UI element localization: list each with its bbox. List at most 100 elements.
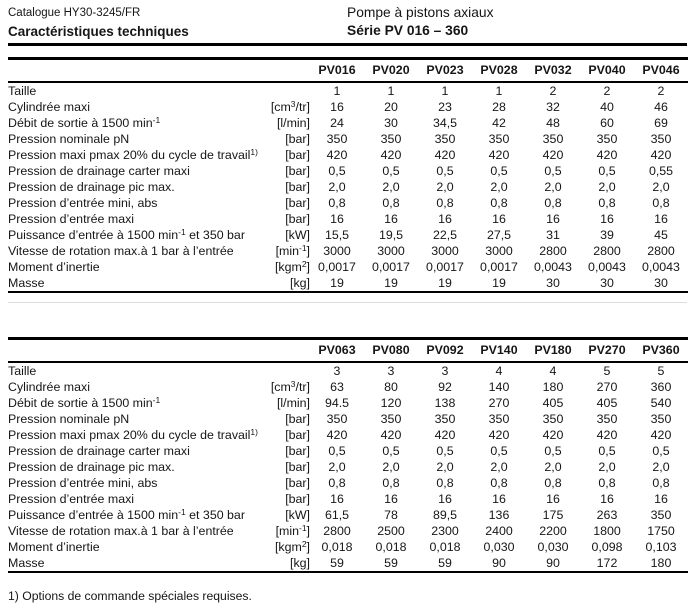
value-cell: 0,8: [328, 475, 346, 490]
row-unit-text: [cm: [270, 99, 291, 114]
row-unit-text: [bar]: [285, 211, 310, 226]
value-cell: 16: [546, 211, 560, 226]
value-cell: 61,5: [324, 507, 350, 522]
row-label: Pression de drainage carter maxi: [8, 443, 238, 459]
value-cell: 16: [492, 211, 506, 226]
table-row: Pression d’entrée maxi [bar] 16 16 16 16…: [8, 491, 688, 507]
value-cell: 1800: [593, 523, 621, 538]
value-cell: 350: [542, 131, 564, 146]
value-cell: 405: [542, 395, 564, 410]
row-unit: [cm3/tr]: [238, 99, 310, 115]
value-cell: 420: [596, 427, 618, 442]
row-label-text: Pression maxi pmax 20% du cycle de trava…: [8, 147, 251, 162]
row-unit-text: [kg]: [290, 555, 310, 570]
row-unit: [bar]: [238, 179, 310, 195]
header-left: Catalogue HY30-3245/FR Caractéristiques …: [8, 6, 189, 40]
value-cell: 27,5: [486, 227, 512, 242]
value-cell: 19,5: [378, 227, 404, 242]
value-cell: 0,0043: [642, 259, 680, 274]
value-cell: 15,5: [324, 227, 350, 242]
row-unit-text: [bar]: [285, 195, 310, 210]
value-cell: 1: [333, 83, 341, 98]
row-unit-text: [min: [275, 243, 299, 258]
table-row: Pression d’entrée maxi [bar] 16 16 16 16…: [8, 211, 688, 227]
column-header: PV140: [472, 338, 526, 363]
value-cell: 48: [546, 115, 560, 130]
value-cell: 0,8: [490, 195, 508, 210]
value-cell: 59: [438, 555, 452, 570]
value-cell: 2: [549, 83, 557, 98]
value-cell: 0,8: [652, 195, 670, 210]
column-header: PV040: [580, 58, 634, 83]
table-header-row: PV063 PV080 PV092 PV140 PV180 PV270 PV360: [8, 338, 688, 363]
row-label-text: Pression d’entrée mini, abs: [8, 195, 158, 210]
table-row: Taille 1 1 1 1 2 2 2: [8, 82, 688, 99]
table-row: Pression nominale pN [bar] 350 350 350 3…: [8, 411, 688, 427]
row-unit-text: [bar]: [285, 147, 310, 162]
row-label: Vitesse de rotation max.à 1 bar à l’entr…: [8, 523, 238, 539]
row-unit-text-tail: ]: [306, 259, 310, 274]
value-cell: 0,5: [544, 443, 562, 458]
value-cell: 16: [600, 491, 614, 506]
row-label-text: Pression nominale pN: [8, 131, 130, 146]
row-unit-text: [bar]: [285, 411, 310, 426]
value-cell: 0,8: [436, 475, 454, 490]
column-header: PV270: [580, 338, 634, 363]
row-label-text: Vitesse de rotation max.à 1 bar à l’entr…: [8, 243, 234, 258]
row-label: Masse: [8, 555, 238, 572]
value-cell: 60: [600, 115, 614, 130]
value-cell: 0,5: [328, 163, 346, 178]
header-right: Pompe à pistons axiaux Série PV 016 – 36…: [347, 4, 493, 39]
value-cell: 22,5: [432, 227, 458, 242]
row-unit: [bar]: [238, 411, 310, 427]
value-cell: 2300: [431, 523, 459, 538]
row-unit-text: [kW]: [285, 507, 310, 522]
header-rule: [8, 43, 687, 46]
value-cell: 0,8: [544, 195, 562, 210]
row-unit-text-tail: /tr]: [295, 379, 310, 394]
value-cell: 420: [488, 147, 510, 162]
row-unit-sup: -1: [298, 522, 307, 533]
column-header: PV360: [634, 338, 688, 363]
row-label: Masse: [8, 275, 238, 292]
value-cell: 5: [657, 363, 665, 378]
row-label-sup: 1): [250, 146, 258, 157]
value-cell: 4: [495, 363, 503, 378]
value-cell: 350: [596, 131, 618, 146]
value-cell: 120: [380, 395, 402, 410]
value-cell: 3000: [377, 243, 405, 258]
value-cell: 2200: [539, 523, 567, 538]
header-spacer-unit: [238, 338, 310, 363]
row-unit-text: [bar]: [285, 443, 310, 458]
row-unit-sup: 3: [290, 378, 296, 389]
value-cell: 59: [330, 555, 344, 570]
value-cell: 0,8: [544, 475, 562, 490]
row-label-text: Débit de sortie à 1500 min: [8, 395, 153, 410]
row-label: Débit de sortie à 1500 min-1: [8, 395, 238, 411]
value-cell: 30: [546, 275, 560, 290]
value-cell: 80: [384, 379, 398, 394]
value-cell: 2,0: [598, 179, 616, 194]
row-label-sup: -1: [178, 506, 186, 517]
value-cell: 2,0: [382, 179, 400, 194]
value-cell: 2,0: [436, 459, 454, 474]
value-cell: 420: [326, 147, 348, 162]
value-cell: 350: [488, 131, 510, 146]
row-unit-sup: 2: [301, 258, 307, 269]
row-label: Pression de drainage pic max.: [8, 459, 238, 475]
value-cell: 4: [549, 363, 557, 378]
row-unit-sup: 3: [290, 98, 296, 109]
table-row: Pression d’entrée mini, abs [bar] 0,8 0,…: [8, 475, 688, 491]
value-cell: 2,0: [328, 179, 346, 194]
column-header: PV046: [634, 58, 688, 83]
value-cell: 1750: [647, 523, 675, 538]
value-cell: 16: [330, 99, 344, 114]
row-label-text: Moment d’inertie: [8, 539, 100, 554]
table-header-row: PV016 PV020 PV023 PV028 PV032 PV040 PV046: [8, 58, 688, 83]
row-unit-text: [bar]: [285, 131, 310, 146]
value-cell: 3: [441, 363, 449, 378]
row-unit: [bar]: [238, 475, 310, 491]
row-unit-text: [bar]: [285, 459, 310, 474]
row-unit: [min-1]: [238, 523, 310, 539]
value-cell: 0,8: [598, 195, 616, 210]
